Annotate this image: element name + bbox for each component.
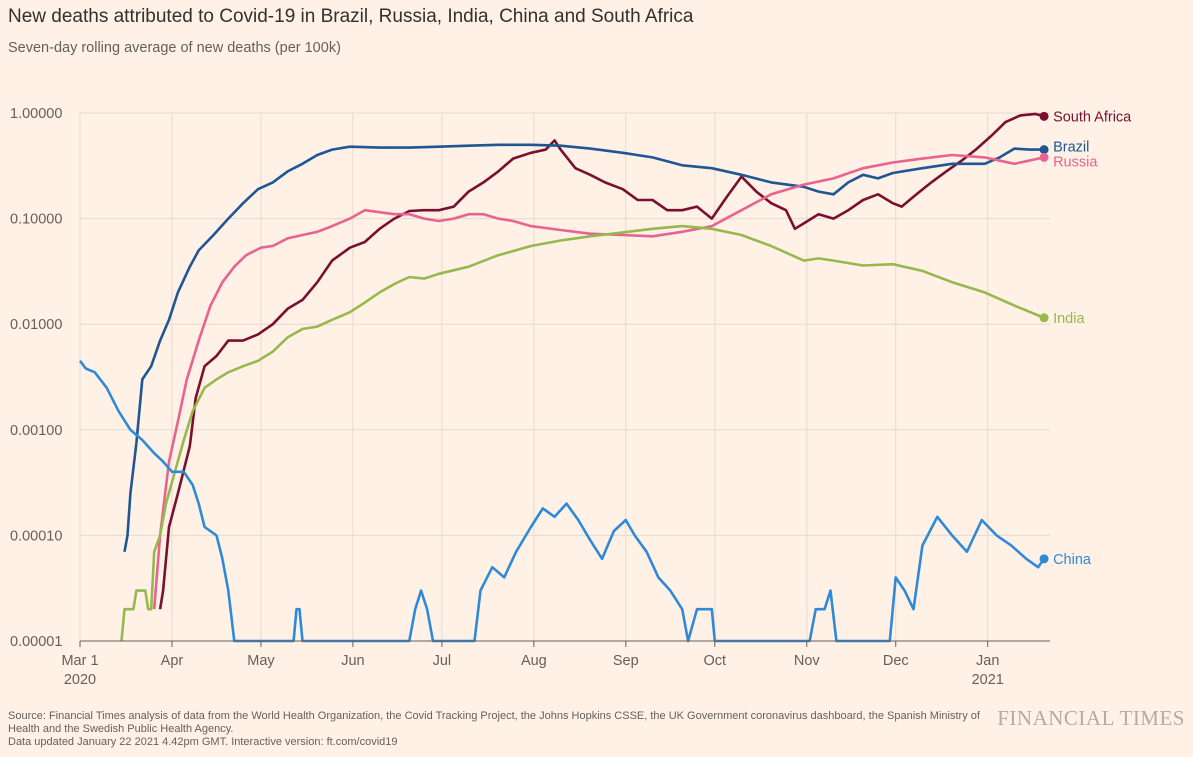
series-end-dot (1039, 145, 1049, 155)
x-tick-label: Aug (521, 653, 547, 669)
x-tick-label: Jun (341, 653, 364, 669)
x-tick-label: Mar 1 (61, 653, 98, 669)
y-tick-label: 1.00000 (10, 106, 62, 122)
grid (79, 112, 1050, 642)
brand-logo: FINANCIAL TIMES (997, 706, 1185, 730)
x-tick-year-label: 2021 (972, 672, 1004, 688)
line-chart: 1.00000 0.10000 0.01000 0.00100 0.00010 0.000… (10, 106, 1132, 688)
x-tick-label: Jul (433, 653, 452, 669)
x-tick-label: Nov (794, 653, 821, 669)
source-note: Source: Financial Times analysis of data… (8, 710, 988, 749)
source-text: Source: Financial Times analysis of data… (8, 710, 980, 735)
x-tick-label: Dec (883, 653, 909, 669)
series-end-dot (1039, 554, 1049, 564)
series-line-brazil (123, 143, 1045, 553)
x-tick-label: Oct (704, 653, 727, 669)
series-lines (78, 112, 1046, 643)
series-line-india (120, 224, 1045, 642)
series-end-dot (1039, 313, 1049, 323)
x-tick-label: Sep (613, 653, 639, 669)
series-label: India (1053, 311, 1085, 327)
x-tick-label: Apr (161, 653, 184, 669)
y-tick-label: 0.00010 (10, 528, 62, 544)
chart-title: New deaths attributed to Covid-19 in Bra… (8, 6, 694, 27)
series-end-dot (1039, 152, 1049, 162)
series-label: Russia (1053, 154, 1098, 170)
x-tick-label: May (247, 653, 275, 669)
series-line-china (78, 360, 1046, 643)
series-end-dot (1039, 111, 1049, 121)
y-tick-label: 0.10000 (10, 212, 62, 228)
series-line-south-africa (158, 112, 1045, 610)
axes: 1.00000 0.10000 0.01000 0.00100 0.00010 0.000… (10, 106, 1050, 688)
x-tick-label: Jan (976, 653, 999, 669)
series-line-russia (152, 153, 1045, 610)
y-tick-label: 0.00001 (10, 634, 62, 650)
series-label: Brazil (1053, 140, 1089, 156)
series-label: South Africa (1053, 109, 1132, 125)
y-tick-label: 0.00100 (10, 423, 62, 439)
chart-subtitle: Seven-day rolling average of new deaths … (8, 40, 341, 56)
series-label: China (1053, 552, 1092, 568)
y-tick-label: 0.01000 (10, 317, 62, 333)
updated-text: Data updated January 22 2021 4.42pm GMT.… (8, 736, 398, 748)
x-tick-year-label: 2020 (64, 672, 96, 688)
